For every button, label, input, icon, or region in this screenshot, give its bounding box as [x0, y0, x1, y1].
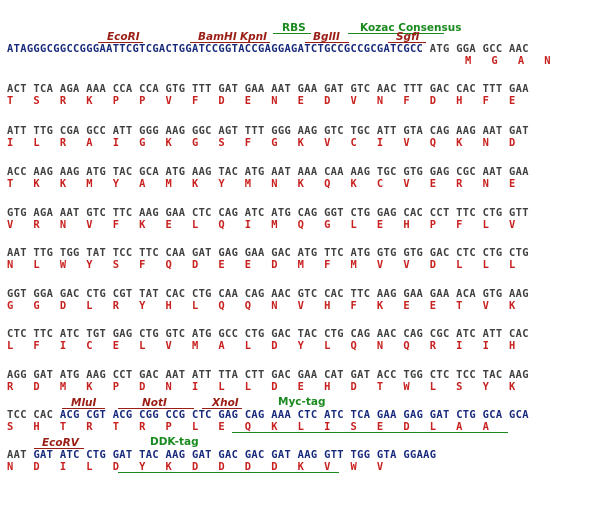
vector-sequence: ATAGGGCGGCCGGGAATTCGTCGACTGGATCCGGTACCGA…: [7, 43, 424, 55]
rbs-underline: [273, 33, 311, 34]
leader-dna-line: ATAGGGCGGCCGGGAATTCGTCGACTGGATCCGGTACCGA…: [7, 43, 529, 55]
aa-row-1: T S R K P P V F D E N E D V N F D H F E: [7, 95, 516, 107]
dna-row-9: TCC CAC ACG CGT ACG CGG CCG CTC GAG CAG …: [7, 409, 529, 421]
kpni-label: KpnI: [240, 31, 268, 43]
mlui-label: MluI: [71, 397, 97, 409]
ecorv-label: EcoRV: [42, 437, 79, 449]
kpni-underline: [236, 42, 270, 43]
dna-row-7: CTC TTC ATC TGT GAG CTG GTC ATG GCC CTG …: [7, 328, 529, 340]
ddk-tag-underline: [118, 472, 339, 473]
aa-row-9: S H T R T R P L E Q K L I S E D L A A: [7, 421, 490, 433]
aa-row-5: N L W Y S F Q D E E D M F M V V D L L L: [7, 259, 516, 271]
aa-row-2: I L R A I G K G S F G K V C I V Q K N D: [7, 137, 516, 149]
dna-row-5: AAT TTG TGG TAT TCC TTC CAA GAT GAG GAA …: [7, 247, 529, 259]
ecori-underline: [98, 42, 143, 43]
bglii-label: BglII: [313, 31, 340, 43]
ecori-label: EcoRI: [107, 31, 140, 43]
xhoi-underline: [202, 408, 242, 409]
ecorv-underline: [34, 448, 84, 449]
dna-row-2: ATT TTG CGA GCC ATT GGG AAG GGC AGT TTT …: [7, 125, 529, 137]
aa-row-3: T K K M Y A M K Y M N K Q K C V E R N E: [7, 178, 516, 190]
bglii-underline: [305, 42, 349, 43]
myc-tag-underline: [232, 432, 508, 433]
dna-row-8: AGG GAT ATG AAG CCT GAC AAT ATT TTA CTT …: [7, 369, 529, 381]
myc-tag-label: Myc-tag: [278, 396, 326, 408]
aa-row-4: V R N V F K E L Q I M Q G L E H P F L V: [7, 219, 516, 231]
dna-row-3: ACC AAG AAG ATG TAC GCA ATG AAG TAC ATG …: [7, 166, 529, 178]
noti-underline: [118, 408, 194, 409]
dna-row-6: GGT GGA GAC CTG CGT TAT CAC CTG CAA CAG …: [7, 288, 529, 300]
aa-row-10: N D I L D Y K D D D D K V W V: [7, 461, 384, 473]
ddk-tag-label: DDK-tag: [150, 436, 199, 448]
dna-row-10-a: AAT: [7, 449, 34, 461]
noti-label: NotI: [142, 397, 167, 409]
dna-row-9-a: TCC CAC: [7, 409, 60, 421]
rbs-label: RBS: [282, 22, 306, 34]
mlui-underline: [62, 408, 105, 409]
dna-row-1: ACT TCA AGA AAA CCA CCA GTG TTT GAT GAA …: [7, 83, 529, 95]
leader-codons: ATG GGA GCC AAC: [423, 43, 529, 55]
kozac-underline: [348, 33, 444, 34]
xhoi-label: XhoI: [212, 397, 239, 409]
sgfi-label: SgfI: [396, 31, 420, 43]
aa-row-8: R D M K P D N I L L D E H D T W L S Y K: [7, 381, 516, 393]
dna-row-10-b: GAT ATC CTG GAT TAC AAG GAT GAC GAC GAT …: [33, 449, 437, 461]
bamhi-label: BamHI: [198, 31, 237, 43]
dna-row-10: AAT GAT ATC CTG GAT TAC AAG GAT GAC GAC …: [7, 449, 436, 461]
leader-amino-acids: M G A N: [465, 55, 551, 67]
aa-row-6: G G D L R Y H L Q Q N V H F K E E T V K: [7, 300, 516, 312]
dna-row-9-b: ACG CGT ACG CGG CCG CTC GAG CAG AAA CTC …: [59, 409, 529, 421]
aa-row-7: L F I C E L V M A L D Y L Q N Q R I I H: [7, 340, 516, 352]
kozac-label: Kozac Consensus: [360, 22, 462, 34]
dna-row-4: GTG AGA AAT GTC TTC AAG GAA CTC CAG ATC …: [7, 207, 529, 219]
sgfi-underline: [388, 42, 426, 43]
bamhi-underline: [190, 42, 238, 43]
